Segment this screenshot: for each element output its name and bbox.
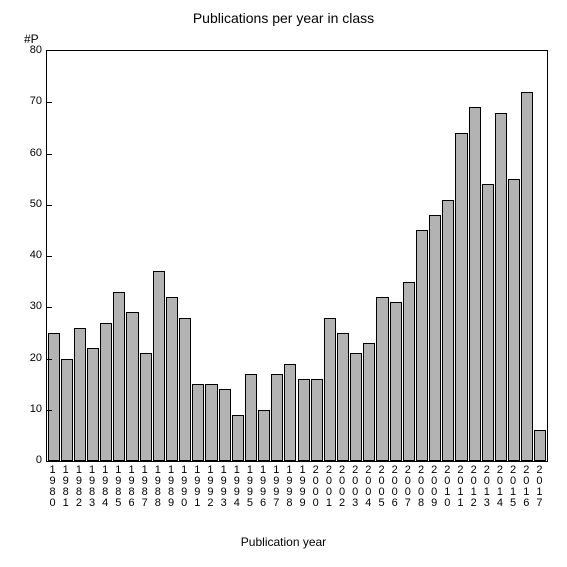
- x-tick-label: 2002: [338, 465, 346, 509]
- bar-1995: [245, 374, 257, 461]
- y-tick: [47, 205, 52, 206]
- x-tick-label: 1993: [220, 465, 228, 509]
- x-tick-label: 1980: [49, 465, 57, 509]
- chart-title: Publications per year in class: [0, 10, 567, 26]
- y-tick-label: 10: [30, 403, 42, 415]
- x-tick-label: 2006: [391, 465, 399, 509]
- bar-1997: [271, 374, 283, 461]
- x-tick-label: 1999: [299, 465, 307, 509]
- y-tick-label: 60: [30, 147, 42, 159]
- x-tick-label: 1996: [259, 465, 267, 509]
- bar-2016: [521, 92, 533, 461]
- y-tick: [47, 102, 52, 103]
- bar-2004: [363, 343, 375, 461]
- bar-1982: [74, 328, 86, 461]
- bar-2003: [350, 353, 362, 461]
- x-tick-label: 2000: [312, 465, 320, 509]
- x-tick-label: 1981: [62, 465, 70, 509]
- x-tick-label: 1991: [193, 465, 201, 509]
- y-tick: [47, 256, 52, 257]
- y-tick: [47, 307, 52, 308]
- bar-2009: [429, 215, 441, 461]
- bar-2008: [416, 230, 428, 461]
- x-tick-label: 1986: [128, 465, 136, 509]
- x-tick-label: 1995: [246, 465, 254, 509]
- x-tick-label: 2010: [443, 465, 451, 509]
- x-axis-label: Publication year: [0, 535, 567, 549]
- x-tick-label: 2016: [522, 465, 530, 509]
- bar-1991: [192, 384, 204, 461]
- y-tick-label: 80: [30, 44, 42, 56]
- x-tick-label: 2011: [456, 465, 464, 509]
- bar-1988: [153, 271, 165, 461]
- x-tick-label: 2012: [470, 465, 478, 509]
- bar-2012: [469, 107, 481, 461]
- y-tick-label: 20: [30, 352, 42, 364]
- x-tick-label: 2004: [364, 465, 372, 509]
- x-tick-label: 2007: [404, 465, 412, 509]
- bar-2005: [376, 297, 388, 461]
- x-tick-label: 2008: [417, 465, 425, 509]
- y-tick-label: 40: [30, 249, 42, 261]
- y-tick-label: 0: [36, 454, 42, 466]
- bar-2017: [534, 430, 546, 461]
- x-tick-label: 2013: [483, 465, 491, 509]
- bar-2014: [495, 113, 507, 462]
- x-tick-label: 2003: [351, 465, 359, 509]
- bar-1992: [205, 384, 217, 461]
- bar-2006: [390, 302, 402, 461]
- bar-2015: [508, 179, 520, 461]
- publications-bar-chart: Publications per year in class #P Public…: [0, 0, 567, 567]
- y-tick: [47, 410, 52, 411]
- x-tick-label: 2001: [325, 465, 333, 509]
- x-tick-label: 1985: [114, 465, 122, 509]
- x-tick-label: 1998: [285, 465, 293, 509]
- x-tick-label: 1988: [154, 465, 162, 509]
- x-tick-label: 1990: [180, 465, 188, 509]
- bar-2007: [403, 282, 415, 461]
- bar-1994: [232, 415, 244, 461]
- bar-1985: [113, 292, 125, 461]
- y-tick: [47, 359, 52, 360]
- x-tick-label: 1994: [233, 465, 241, 509]
- x-tick-label: 1992: [206, 465, 214, 509]
- y-tick-label: 70: [30, 95, 42, 107]
- y-tick-label: 50: [30, 198, 42, 210]
- x-tick-label: 2005: [378, 465, 386, 509]
- x-tick-label: 2015: [509, 465, 517, 509]
- bar-2011: [455, 133, 467, 461]
- bar-1989: [166, 297, 178, 461]
- x-tick-label: 1983: [88, 465, 96, 509]
- x-tick-label: 2014: [496, 465, 504, 509]
- plot-area: [46, 50, 548, 462]
- y-tick: [47, 154, 52, 155]
- bar-1993: [219, 389, 231, 461]
- bar-1980: [48, 333, 60, 461]
- bar-1983: [87, 348, 99, 461]
- bar-2010: [442, 200, 454, 461]
- bar-1987: [140, 353, 152, 461]
- bar-2000: [311, 379, 323, 461]
- bar-1981: [61, 359, 73, 462]
- bar-1984: [100, 323, 112, 461]
- x-tick-label: 2009: [430, 465, 438, 509]
- x-tick-label: 1997: [272, 465, 280, 509]
- bar-2002: [337, 333, 349, 461]
- bar-2001: [324, 318, 336, 462]
- bar-1990: [179, 318, 191, 462]
- bar-1999: [298, 379, 310, 461]
- bar-1996: [258, 410, 270, 461]
- x-tick-label: 1984: [101, 465, 109, 509]
- x-tick-label: 1987: [141, 465, 149, 509]
- x-tick-label: 1982: [75, 465, 83, 509]
- y-tick-label: 30: [30, 300, 42, 312]
- bar-1986: [126, 312, 138, 461]
- x-tick-label: 2017: [535, 465, 543, 509]
- bar-1998: [284, 364, 296, 461]
- bar-2013: [482, 184, 494, 461]
- x-tick-label: 1989: [167, 465, 175, 509]
